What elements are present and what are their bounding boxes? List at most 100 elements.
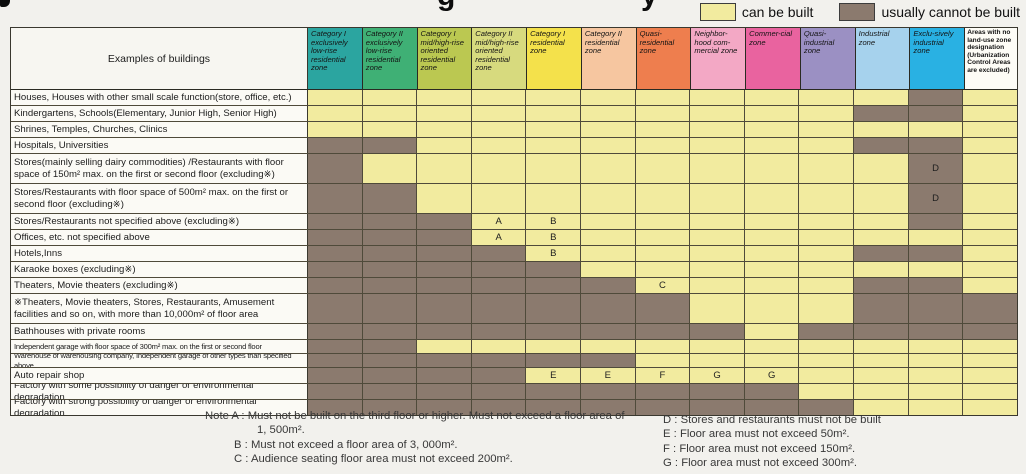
grid-cell [963,138,1017,153]
note-d: D : Stores and restaurants must not be b… [663,414,881,426]
row-label: Houses, Houses with other small scale fu… [11,90,308,105]
grid-cell [362,384,418,399]
grid-cell [308,354,363,367]
cropped-title-fragment: y [641,0,658,13]
zone-column-header: Category II exclusively low-rise residen… [362,28,418,89]
legend-item-cannot-be-built: usually cannot be built [839,3,1020,21]
grid-cell [690,294,745,323]
grid-cell [744,278,800,293]
row-cells [308,354,1017,367]
grid-cell [581,184,636,213]
grid-cell [963,214,1017,229]
row-label: Offices, etc. not specified above [11,230,308,245]
grid-cell [963,400,1017,415]
grid-cell [744,154,800,183]
grid-cell [744,90,800,105]
grid-cell [362,106,418,121]
grid-cell [635,230,691,245]
zone-column-header: Industrial zone [855,28,911,89]
table-row: Houses, Houses with other small scale fu… [11,90,1017,106]
grid-cell [635,154,691,183]
grid-cell [417,154,472,183]
grid-cell [308,138,363,153]
grid-cell [308,368,363,383]
grid-cell [417,214,472,229]
grid-cell [854,246,909,261]
grid-cell [963,354,1017,367]
table-row: Stores(mainly selling dairy commodities)… [11,154,1017,184]
grid-cell [635,106,691,121]
zone-column-header: Category I mid/high-rise oriented reside… [417,28,473,89]
grid-cell [635,214,691,229]
grid-cell [471,106,527,121]
table-row: Stores/Restaurants not specified above (… [11,214,1017,230]
grid-cell [417,246,472,261]
grid-cell [908,294,964,323]
grid-cell: F [635,368,691,383]
grid-cell [908,122,964,137]
table-row: Bathhouses with private rooms [11,324,1017,340]
grid-cell [362,246,418,261]
grid-cell [526,324,582,339]
grid-cell [635,340,691,353]
grid-cell [963,184,1017,213]
grid-cell [799,230,855,245]
grid-cell [799,324,855,339]
row-cells: D [308,154,1017,183]
row-cells [308,324,1017,339]
grid-cell [581,340,636,353]
grid-cell [963,278,1017,293]
table-row: Factory with some possibility of danger … [11,384,1017,400]
grid-cell [963,294,1017,323]
row-label: Theaters, Movie theaters (excluding※) [11,278,308,293]
grid-cell [690,400,745,415]
grid-cell [308,246,363,261]
grid-cell [799,154,855,183]
grid-cell: A [471,230,527,245]
note-f: F : Floor area must not exceed 150m². [663,442,856,455]
row-cells [308,138,1017,153]
grid-cell [854,294,909,323]
grid-cell [362,90,418,105]
grid-cell [908,400,964,415]
grid-cell [963,368,1017,383]
row-label: Auto repair shop [11,368,308,383]
row-cells [308,340,1017,353]
grid-cell [417,340,472,353]
grid-cell [417,184,472,213]
row-label: Factory with strong possibility of dange… [11,400,308,415]
row-cells [308,384,1017,399]
grid-cell [581,384,636,399]
grid-cell [908,324,964,339]
grid-cell [744,106,800,121]
grid-cell [526,106,582,121]
grid-cell [690,90,745,105]
grid-cell [744,400,800,415]
grid-cell [417,278,472,293]
grid-cell [963,230,1017,245]
cropped-title-fragment: g [437,0,455,13]
grid-cell [963,154,1017,183]
grid-cell [690,246,745,261]
grid-cell [308,384,363,399]
grid-cell [362,354,418,367]
grid-cell [908,384,964,399]
grid-cell [854,354,909,367]
grid-cell [308,106,363,121]
grid-cell [690,278,745,293]
grid-cell [799,400,855,415]
grid-cell [471,294,527,323]
grid-cell [963,262,1017,277]
grid-cell [908,138,964,153]
note-e: E : Floor area must not exceed 50m². [663,428,850,441]
grid-cell [471,154,527,183]
grid-cell [854,214,909,229]
grid-cell [963,106,1017,121]
legend-label: can be built [741,4,814,20]
grid-cell [799,106,855,121]
grid-cell [308,90,363,105]
zone-column-header: Exclu-sively industrial zone [910,28,966,89]
grid-cell [417,122,472,137]
grid-cell [471,368,527,383]
